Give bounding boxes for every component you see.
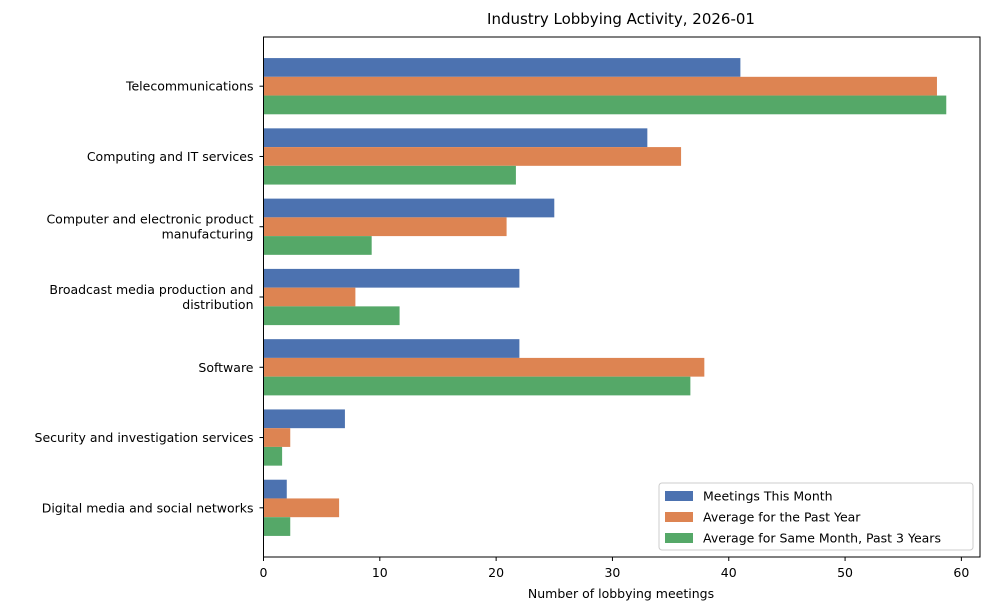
- bar: [263, 517, 291, 536]
- legend-swatch: [665, 512, 693, 522]
- legend-entry: Average for Same Month, Past 3 Years: [703, 531, 941, 546]
- bar: [263, 198, 555, 218]
- y-tick-label: Computer and electronic product manufactu…: [46, 212, 253, 242]
- chart-title: Industry Lobbying Activity, 2026-01: [487, 10, 755, 28]
- plot-frame: [263, 36, 981, 558]
- bar: [263, 357, 705, 377]
- x-tick-label: 0: [260, 565, 268, 580]
- bar: [263, 268, 520, 288]
- bar: [263, 95, 947, 115]
- legend-swatch: [665, 533, 693, 543]
- bar: [263, 446, 283, 466]
- bar: [263, 339, 520, 358]
- x-axis-label: Number of lobbying meetings: [528, 586, 714, 601]
- legend-entry: Meetings This Month: [703, 489, 833, 504]
- y-tick-label-line: Software: [198, 360, 253, 375]
- legend-swatch: [665, 491, 693, 501]
- y-tick-label-line: manufacturing: [162, 227, 254, 242]
- y-tick-label-line: Computer and electronic product: [46, 212, 253, 227]
- y-tick-label: Telecommunications: [125, 79, 254, 94]
- bar: [263, 76, 937, 96]
- bar: [263, 498, 340, 518]
- bar: [263, 479, 287, 499]
- legend-box: [658, 482, 974, 551]
- y-tick-label: Software: [198, 360, 253, 375]
- x-tick-label: 10: [372, 565, 388, 580]
- y-tick-label-line: Broadcast media production and: [49, 282, 253, 297]
- bar: [263, 128, 648, 148]
- x-tick-label: 20: [488, 565, 504, 580]
- bar: [263, 287, 356, 307]
- bar: [263, 409, 345, 429]
- y-tick-label-line: Digital media and social networks: [42, 500, 254, 515]
- bar: [263, 236, 372, 255]
- bar: [263, 58, 741, 77]
- bar: [263, 376, 691, 396]
- y-tick-label-line: distribution: [182, 297, 253, 312]
- legend: Meetings This Month Average for the Past …: [658, 482, 974, 551]
- bar: [263, 217, 507, 237]
- x-tick-label: 40: [721, 565, 737, 580]
- y-tick-label: Broadcast media production and distributi…: [49, 282, 253, 312]
- y-tick-label-line: Security and investigation services: [35, 430, 254, 445]
- y-tick-label: Computing and IT services: [87, 149, 254, 164]
- y-tick-label-line: Telecommunications: [125, 79, 254, 94]
- x-tick-label: 50: [837, 565, 853, 580]
- bar: [263, 165, 516, 185]
- y-tick-label: Digital media and social networks: [42, 500, 254, 515]
- y-tick-label-line: Computing and IT services: [87, 149, 254, 164]
- x-tick-label: 30: [604, 565, 620, 580]
- legend-entry: Average for the Past Year: [703, 510, 861, 525]
- bar: [263, 306, 400, 326]
- x-tick-label: 60: [953, 565, 969, 580]
- y-tick-label: Security and investigation services: [35, 430, 254, 445]
- bar: [263, 428, 291, 447]
- bar: [263, 147, 682, 166]
